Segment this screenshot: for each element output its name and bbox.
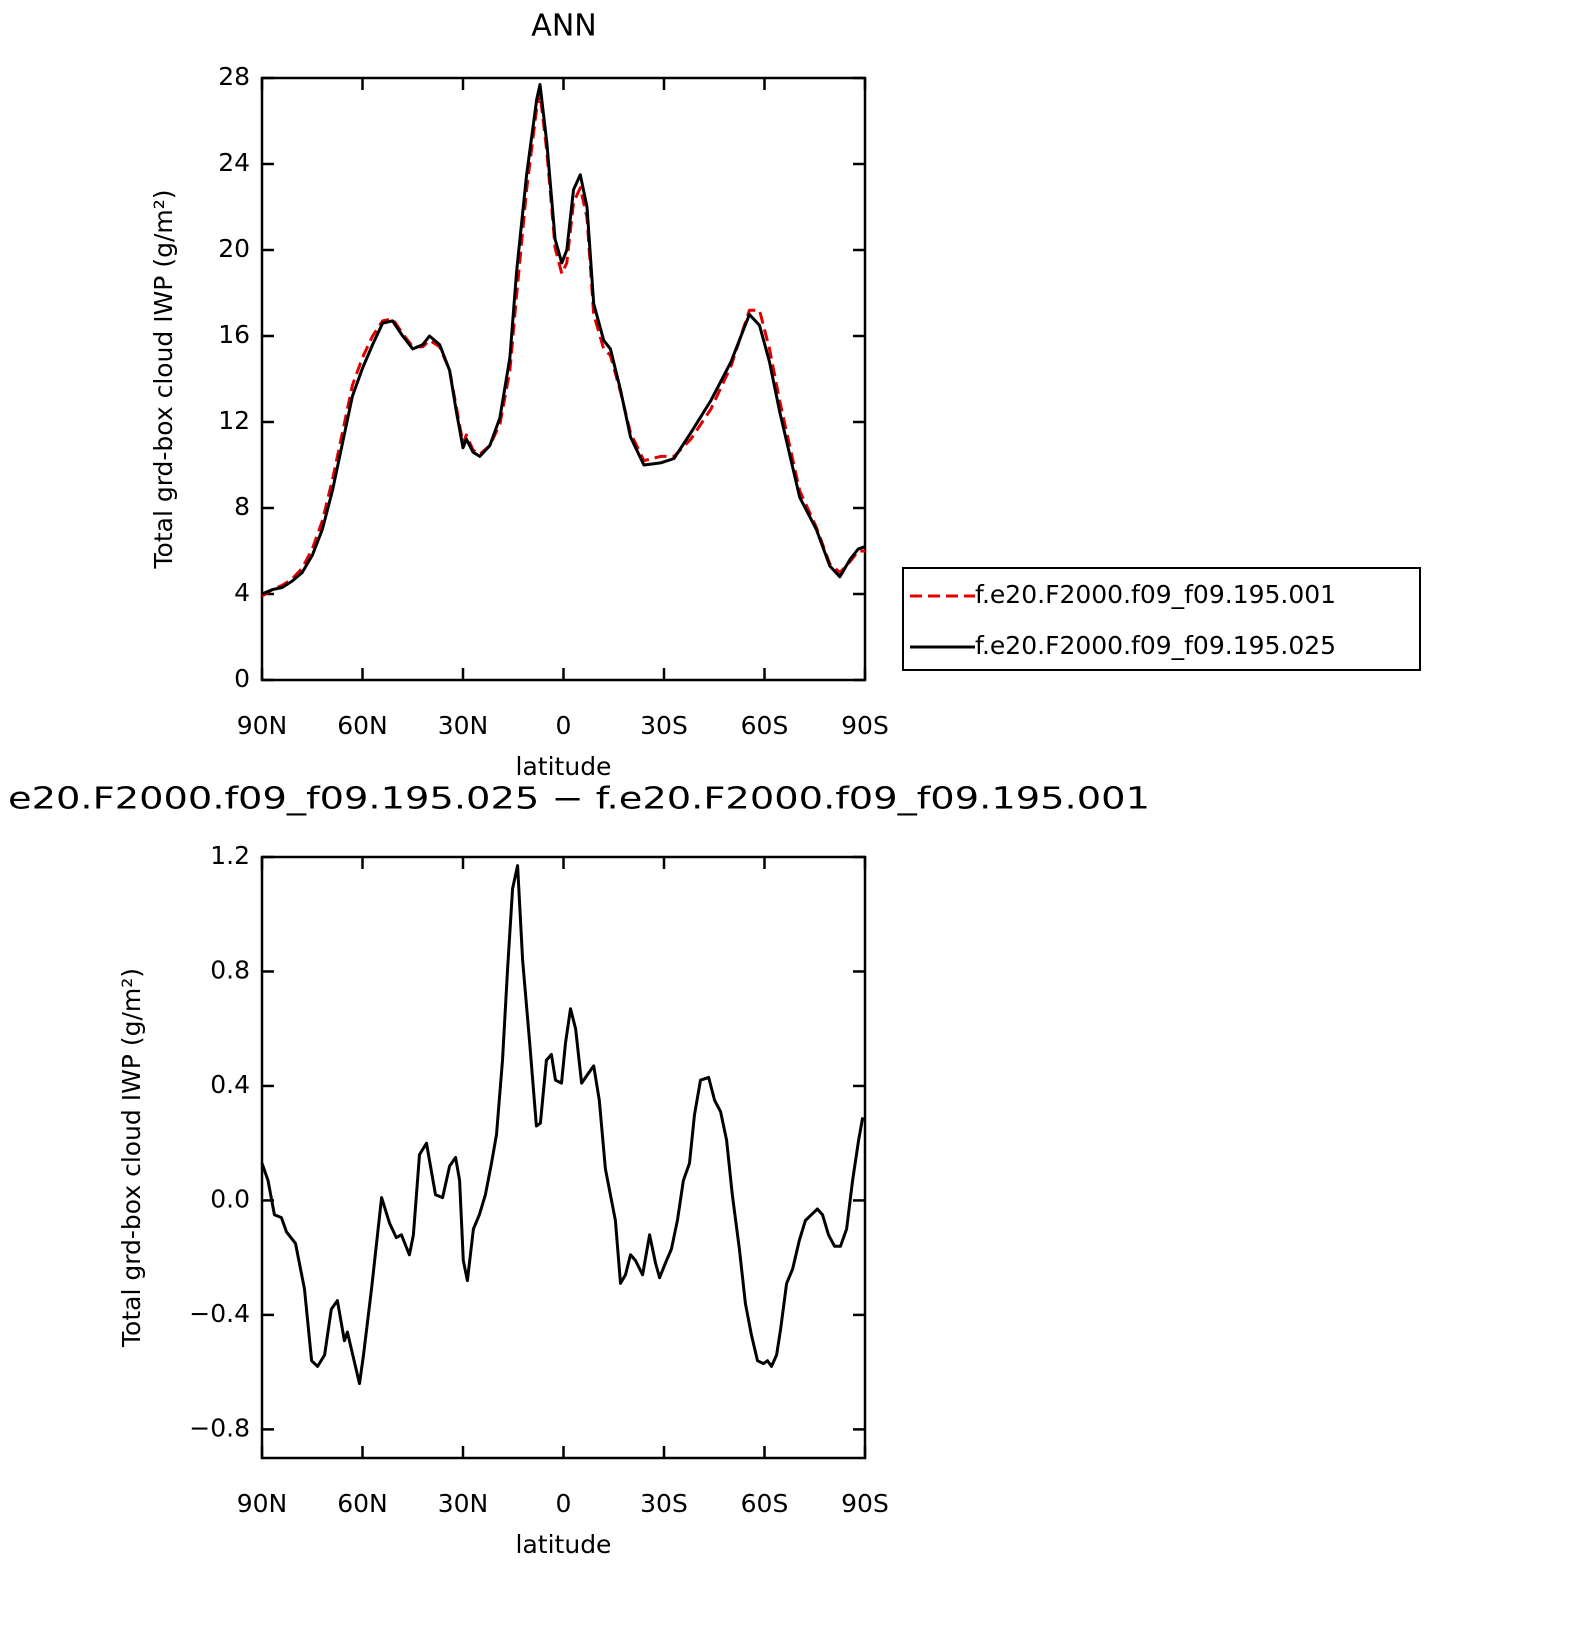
legend-label: f.e20.F2000.f09_f09.195.025	[975, 631, 1336, 660]
y-tick-label: 0.0	[210, 1184, 250, 1213]
plot-frame	[260, 76, 867, 682]
legend-label: f.e20.F2000.f09_f09.195.001	[975, 580, 1336, 609]
y-tick-label: 1.2	[210, 841, 250, 870]
x-tick-label: 60S	[741, 1489, 789, 1518]
x-tick-label: 30S	[640, 711, 688, 740]
y-tick-label: 12	[218, 406, 250, 435]
y-tick-label: 0	[234, 664, 250, 693]
x-tick-label: 30S	[640, 1489, 688, 1518]
legend-box	[902, 567, 1421, 671]
data-line	[261, 91, 865, 598]
y-tick-label: 16	[218, 320, 250, 349]
data-line	[260, 864, 865, 1386]
x-axis-label: latitude	[516, 752, 612, 781]
x-tick-label: 60N	[337, 1489, 388, 1518]
legend: f.e20.F2000.f09_f09.195.001 f.e20.F2000.f…	[902, 567, 1421, 671]
x-tick-label: 60N	[337, 711, 388, 740]
y-tick-label: 28	[218, 62, 250, 91]
x-tick-label: 0	[556, 711, 572, 740]
chart-title: ANN	[531, 9, 596, 44]
x-tick-label: 90N	[237, 711, 288, 740]
chart-title: e20.F2000.f09_f09.195.025 − f.e20.F2000.…	[8, 782, 1150, 817]
y-tick-label: 8	[234, 492, 250, 521]
x-tick-label: 30N	[438, 1489, 489, 1518]
x-tick-label: 0	[556, 1489, 572, 1518]
plot-frame	[260, 855, 867, 1460]
y-tick-label: −0.8	[189, 1413, 250, 1442]
y-tick-label: 4	[234, 578, 250, 607]
data-line	[261, 83, 866, 596]
x-tick-label: 90S	[841, 711, 889, 740]
x-tick-label: 90N	[237, 1489, 288, 1518]
x-axis-label: latitude	[516, 1530, 612, 1559]
y-tick-label: 0.8	[210, 955, 250, 984]
y-tick-label: 20	[218, 234, 250, 263]
y-tick-label: 0.4	[210, 1070, 250, 1099]
x-tick-label: 90S	[841, 1489, 889, 1518]
y-axis-label: Total grd-box cloud IWP (g/m²)	[117, 968, 146, 1348]
y-tick-label: −0.4	[189, 1299, 250, 1328]
x-tick-label: 30N	[438, 711, 489, 740]
x-tick-label: 60S	[741, 711, 789, 740]
y-axis-label: Total grd-box cloud IWP (g/m²)	[149, 189, 178, 569]
y-tick-label: 24	[218, 148, 250, 177]
